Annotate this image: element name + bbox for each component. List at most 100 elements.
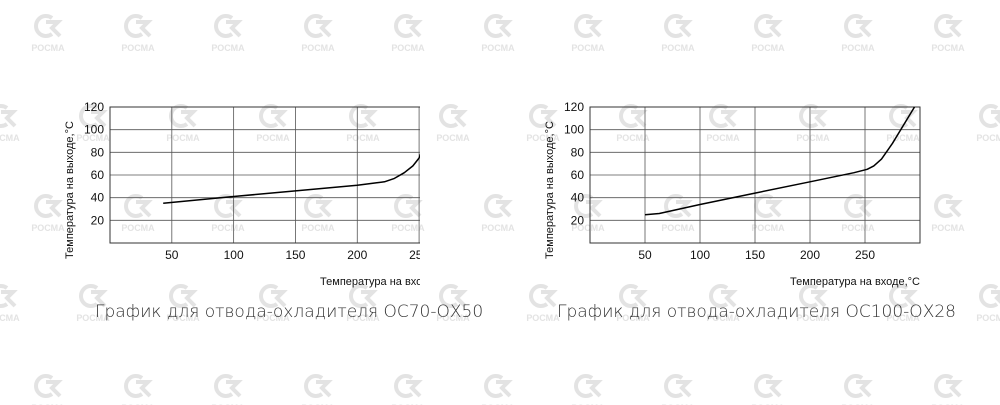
watermark-logo: РОСМА <box>886 284 920 323</box>
watermark-text: РОСМА <box>31 43 65 53</box>
watermark-text: РОСМА <box>211 403 245 405</box>
x-tick-label: 250 <box>409 248 420 262</box>
y-tick-label: 100 <box>84 123 104 137</box>
x-tick-label: 200 <box>347 248 367 262</box>
watermark-logo: РОСМА <box>661 14 695 53</box>
watermark-text: РОСМА <box>0 133 20 143</box>
y-tick-label: 100 <box>564 123 584 137</box>
watermark-text: РОСМА <box>481 43 515 53</box>
watermark-text: РОСМА <box>436 313 470 323</box>
series-line <box>163 153 420 205</box>
watermark-text: РОСМА <box>571 223 605 233</box>
watermark-logo: РОСМА <box>481 14 515 53</box>
y-tick-label: 40 <box>91 191 105 205</box>
x-tick-label: 100 <box>690 248 710 262</box>
watermark-logo: РОСМА <box>256 104 290 143</box>
watermark-text: РОСМА <box>301 43 335 53</box>
watermark-text: РОСМА <box>346 133 380 143</box>
watermark-logo: РОСМА <box>166 104 200 143</box>
watermark-text: РОСМА <box>256 313 290 323</box>
watermark-logo: РОСМА <box>121 194 155 233</box>
watermark-logo: РОСМА <box>841 374 875 405</box>
watermark-logo: РОСМА <box>661 374 695 405</box>
watermark-logo: РОСМА <box>436 104 470 143</box>
watermark-logo: РОСМА <box>391 14 425 53</box>
watermark-text: РОСМА <box>616 133 650 143</box>
watermark-text: РОСМА <box>391 223 425 233</box>
watermark-logo: РОСМА <box>526 284 560 323</box>
y-tick-label: 20 <box>91 213 105 227</box>
watermark-logo: РОСМА <box>76 284 110 323</box>
watermark-text: РОСМА <box>31 223 65 233</box>
watermark-logo: РОСМА <box>346 104 380 143</box>
y-axis-title: Температура на выходе,°С <box>544 121 556 259</box>
watermark-text: РОСМА <box>841 223 875 233</box>
watermark-text: РОСМА <box>706 133 740 143</box>
watermark-text: РОСМА <box>211 43 245 53</box>
watermark-text: РОСМА <box>31 403 65 405</box>
watermark-text: РОСМА <box>751 43 785 53</box>
watermark-logo: РОСМА <box>571 374 605 405</box>
x-tick-label: 50 <box>638 248 652 262</box>
watermark-text: РОСМА <box>391 403 425 405</box>
watermark-text: РОСМА <box>751 403 785 405</box>
chart-caption: График для отвода-охладителя ОС100-ОХ28 <box>557 302 956 322</box>
watermark-logo: РОСМА <box>751 374 785 405</box>
watermark-logo: РОСМА <box>976 104 1000 143</box>
watermark-logo: РОСМА <box>121 374 155 405</box>
watermark-text: РОСМА <box>886 313 920 323</box>
watermark-logo: РОСМА <box>796 284 830 323</box>
watermark-text: РОСМА <box>121 223 155 233</box>
watermark-logo: РОСМА <box>706 104 740 143</box>
watermark-logo: РОСМА <box>76 104 110 143</box>
watermark-logo: РОСМА <box>481 374 515 405</box>
watermark-logo: РОСМА <box>391 374 425 405</box>
x-tick-label: 150 <box>745 248 765 262</box>
watermark-text: РОСМА <box>301 403 335 405</box>
x-tick-label: 200 <box>800 248 820 262</box>
y-tick-label: 60 <box>91 168 105 182</box>
x-axis-title: Температура на входе,°С <box>320 276 420 288</box>
watermark-text: РОСМА <box>121 403 155 405</box>
watermark-logo: РОСМА <box>931 14 965 53</box>
watermark-logo: РОСМА <box>0 104 20 143</box>
watermark-text: РОСМА <box>616 313 650 323</box>
watermark-logo: РОСМА <box>31 374 65 405</box>
y-tick-label: 120 <box>84 100 104 114</box>
watermark-logo: РОСМА <box>256 284 290 323</box>
watermark-text: РОСМА <box>76 133 110 143</box>
watermark-logo: РОСМА <box>166 284 200 323</box>
x-axis-title: Температура на входе,°С <box>790 276 920 288</box>
y-tick-label: 40 <box>571 191 585 205</box>
watermark-logo: РОСМА <box>31 194 65 233</box>
watermark-text: РОСМА <box>256 133 290 143</box>
watermark-text: РОСМА <box>931 43 965 53</box>
watermark-logo: РОСМА <box>616 284 650 323</box>
watermark-logo: РОСМА <box>211 14 245 53</box>
plot-frame <box>109 106 420 244</box>
watermark-logo: РОСМА <box>481 194 515 233</box>
watermark-text: РОСМА <box>526 313 560 323</box>
watermark-text: РОСМА <box>661 223 695 233</box>
x-tick-label: 50 <box>165 248 179 262</box>
watermark-text: РОСМА <box>931 403 965 405</box>
chart-oc70: 20 40 60 80 100 120 50 100 150 200 250 Температура … <box>64 100 420 288</box>
watermark-logo: РОСМА <box>841 14 875 53</box>
watermark-text: РОСМА <box>301 223 335 233</box>
watermark-logo: РОСМА <box>751 14 785 53</box>
watermark-logo: РОСМА <box>616 104 650 143</box>
watermark-logo: РОСМА <box>751 194 785 233</box>
watermark-text: РОСМА <box>931 223 965 233</box>
watermark-logo: РОСМА <box>346 284 380 323</box>
watermark-logo: РОСМА <box>526 104 560 143</box>
watermark-logo: РОСМА <box>931 374 965 405</box>
watermark-text: РОСМА <box>751 223 785 233</box>
x-tick-label: 100 <box>224 248 244 262</box>
watermark-logo: РОСМА <box>976 284 1000 323</box>
watermark-logo: РОСМА <box>571 194 605 233</box>
watermark-text: РОСМА <box>706 313 740 323</box>
x-tick-label: 150 <box>285 248 305 262</box>
watermark-text: РОСМА <box>436 133 470 143</box>
watermark-text: РОСМА <box>661 43 695 53</box>
